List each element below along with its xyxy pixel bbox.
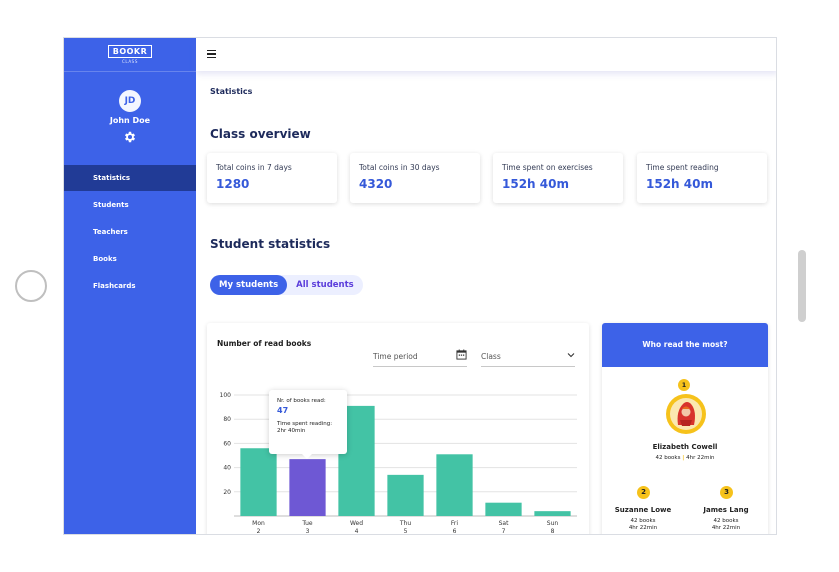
- stat-card-value: 4320: [359, 177, 393, 191]
- sidebar-divider: [64, 71, 196, 72]
- stat-card-label: Total coins in 7 days: [216, 163, 292, 172]
- stat-card-coins-7-days: Total coins in 7 days 1280: [207, 153, 337, 203]
- y-tick-label: 20: [223, 489, 231, 496]
- y-tick-label: 60: [223, 440, 231, 447]
- stats-separator: |: [682, 455, 687, 461]
- reader-time-3: 4hr 22min: [711, 525, 741, 531]
- breadcrumb: Statistics: [210, 87, 253, 96]
- x-tick-date: 3: [306, 528, 310, 535]
- hamburger-menu-icon[interactable]: [207, 50, 216, 58]
- tooltip-time-value: 2hr 40min: [277, 428, 306, 434]
- class-placeholder: Class: [481, 352, 501, 361]
- x-tick-label: Mon: [252, 520, 265, 527]
- reader-name-3: James Lang: [703, 506, 749, 514]
- tab-my-students[interactable]: My students: [210, 275, 288, 295]
- reader-name-2: Suzanne Lowe: [614, 506, 672, 514]
- student-statistics-title: Student statistics: [210, 237, 331, 251]
- sidebar-item-students[interactable]: Students: [93, 201, 129, 209]
- tooltip-label: Nr. of books read:: [277, 398, 326, 404]
- bar-fri: [436, 454, 473, 516]
- stat-card-label: Total coins in 30 days: [359, 163, 440, 172]
- y-tick-label: 100: [220, 392, 232, 399]
- bar-mon: [240, 448, 277, 516]
- x-tick-label: Fri: [451, 520, 458, 527]
- rank-badge-2: 2: [637, 486, 650, 499]
- reader-time-2: 4hr 22min: [628, 525, 658, 531]
- bookr-logo[interactable]: BOOKR CLASS: [108, 45, 152, 64]
- app-window: BOOKR CLASS JD John Doe Statistics Stude…: [63, 37, 777, 535]
- tooltip-time-label: Time spent reading:: [277, 421, 333, 427]
- y-tick-label: 80: [223, 416, 231, 423]
- stat-card-value: 152h 40m: [502, 177, 569, 191]
- bar-sat: [485, 502, 522, 516]
- tooltip-value: 47: [277, 406, 289, 415]
- chart-tooltip: Nr. of books read: 47 Time spent reading…: [269, 390, 347, 459]
- time-period-field[interactable]: Time period: [373, 347, 467, 367]
- stat-card-coins-30-days: Total coins in 30 days 4320: [350, 153, 480, 203]
- chart-title: Number of read books: [217, 339, 312, 348]
- scrollbar-thumb[interactable]: [798, 250, 806, 322]
- x-tick-label: Wed: [350, 520, 363, 527]
- reader-books-3: 42 books: [713, 518, 739, 524]
- stat-card-label: Time spent reading: [646, 163, 719, 172]
- rank-badge-1: 1: [678, 379, 690, 391]
- x-tick-date: 7: [502, 528, 506, 535]
- user-name: John Doe: [109, 116, 151, 125]
- top-readers-card: Who read the most? 1 Elizabeth Cowell 42…: [602, 323, 768, 534]
- bar-thu: [387, 474, 424, 516]
- sidebar-item-statistics[interactable]: Statistics: [64, 165, 196, 191]
- reader-books-2: 42 books: [630, 518, 656, 524]
- chevron-down-icon[interactable]: [567, 351, 575, 359]
- sidebar-item-flashcards[interactable]: Flashcards: [93, 282, 136, 290]
- bar-sun: [534, 511, 571, 516]
- top-reader-stats: 42 books | 4hr 22min: [602, 455, 768, 462]
- calendar-icon[interactable]: [456, 349, 467, 360]
- x-tick-label: Tue: [301, 520, 313, 527]
- x-tick-label: Sat: [499, 520, 509, 527]
- sidebar-item-books[interactable]: Books: [93, 255, 117, 263]
- class-select[interactable]: Class: [481, 347, 575, 367]
- tab-all-students[interactable]: All students: [296, 280, 354, 290]
- top-reader-avatar[interactable]: [663, 385, 709, 435]
- x-tick-date: 2: [257, 528, 261, 535]
- x-tick-date: 6: [453, 528, 457, 535]
- home-button[interactable]: [15, 270, 47, 302]
- x-tick-label: Thu: [399, 520, 411, 527]
- stat-card-value: 1280: [216, 177, 250, 191]
- sidebar: BOOKR CLASS JD John Doe Statistics Stude…: [64, 38, 196, 534]
- sidebar-item-teachers[interactable]: Teachers: [93, 228, 128, 236]
- y-tick-label: 40: [223, 465, 231, 472]
- stat-card-value: 152h 40m: [646, 177, 713, 191]
- top-bar: [196, 38, 776, 71]
- stat-card-label: Time spent on exercises: [502, 163, 593, 172]
- stat-card-reading-time: Time spent reading 152h 40m: [637, 153, 767, 203]
- logo-text: BOOKR: [108, 45, 152, 58]
- top-reader-books: 42 books: [655, 455, 681, 461]
- gear-icon[interactable]: [123, 130, 137, 144]
- class-overview-title: Class overview: [210, 127, 311, 141]
- rank-badge-3: 3: [720, 486, 733, 499]
- x-tick-date: 5: [404, 528, 408, 535]
- bar-tue: [289, 459, 326, 516]
- avatar[interactable]: JD: [119, 90, 141, 112]
- logo-subtitle: CLASS: [122, 59, 138, 64]
- students-toggle: My students All students: [210, 275, 363, 295]
- top-readers-title: Who read the most?: [602, 323, 768, 367]
- top-reader-time: 4hr 22min: [686, 455, 715, 461]
- x-tick-date: 4: [355, 528, 359, 535]
- x-tick-date: 8: [551, 528, 555, 535]
- top-reader-name: Elizabeth Cowell: [652, 443, 718, 451]
- x-tick-label: Sun: [547, 520, 559, 527]
- read-books-chart-card: 20 40 60 80 100 Mon 2 Tue 3 Wed 4 Thu 5 Fri 6 Sat 7 Sun 8 …: [207, 323, 589, 535]
- stat-card-exercise-time: Time spent on exercises 152h 40m: [493, 153, 623, 203]
- time-period-placeholder: Time period: [373, 352, 418, 361]
